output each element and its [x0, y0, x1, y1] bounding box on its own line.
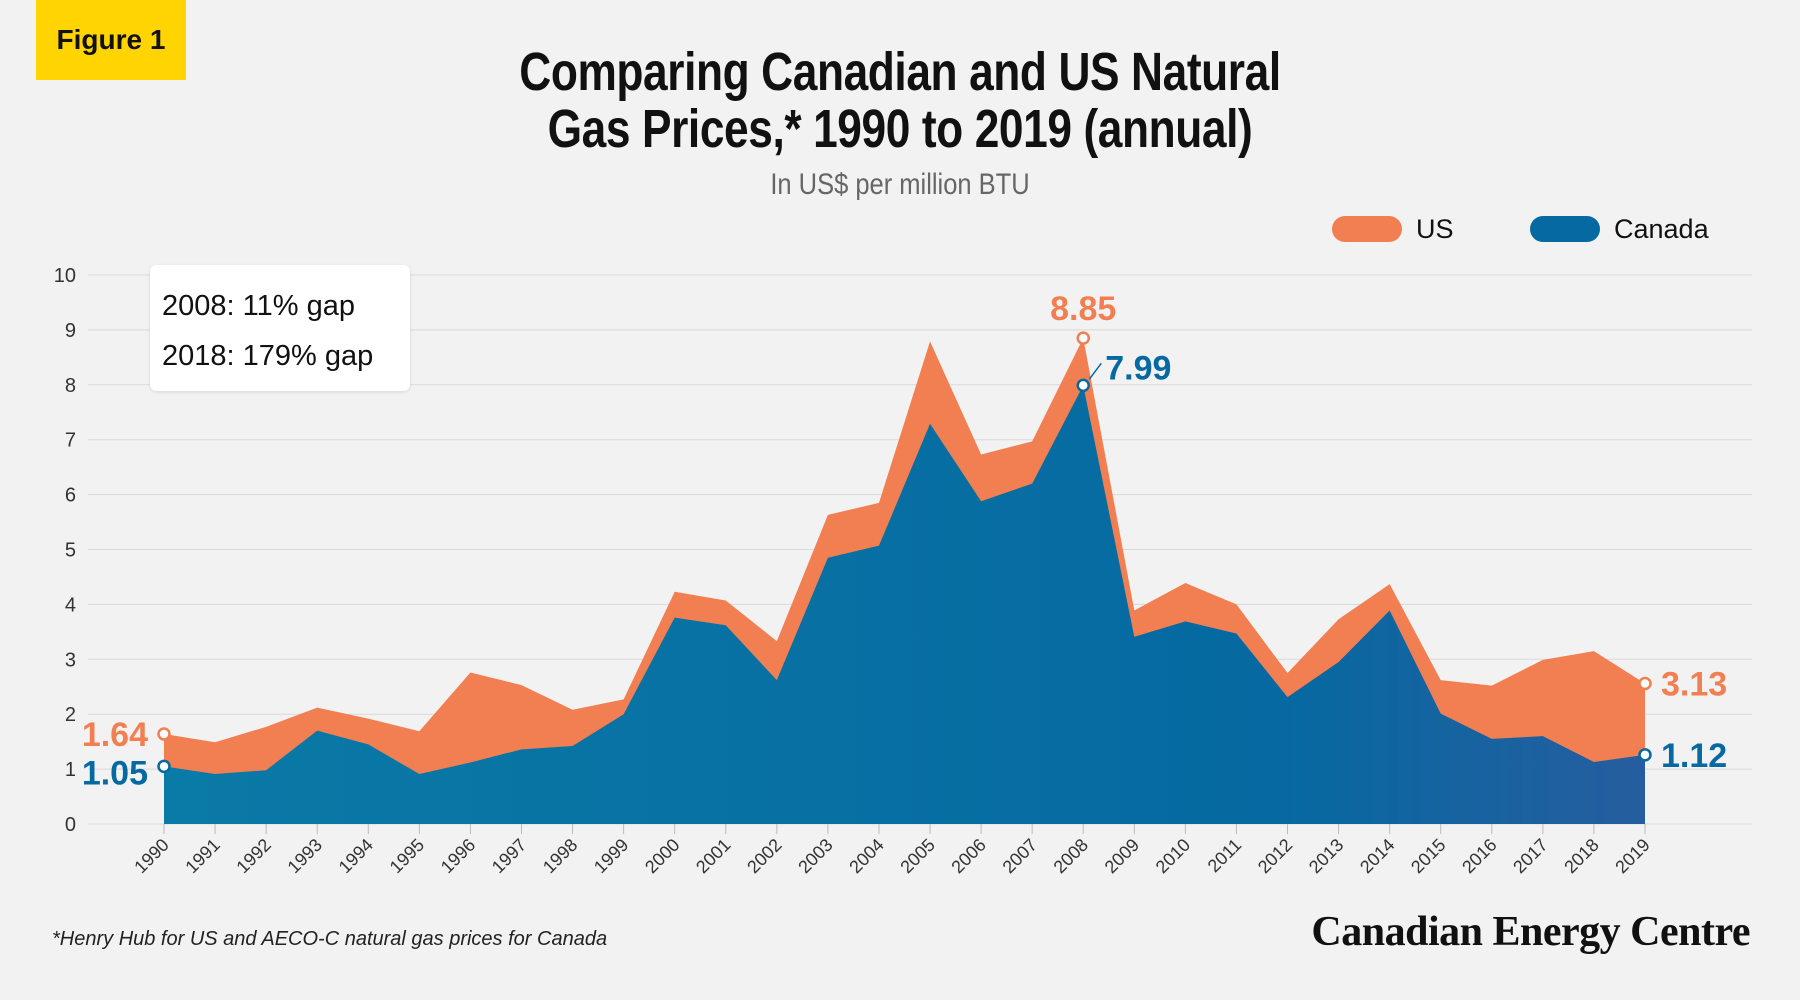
legend-item-canada: Canada	[1530, 214, 1709, 244]
x-tick-label: 2004	[845, 835, 887, 877]
y-tick-label: 1	[65, 759, 76, 781]
x-tick-label: 2018	[1560, 835, 1602, 877]
y-tick-label: 7	[65, 430, 76, 452]
y-tick-label: 9	[65, 320, 76, 342]
legend-label-canada: Canada	[1614, 213, 1709, 244]
marker-canada-1990	[157, 759, 171, 774]
chart-subtitle: In US$ per million BTU	[770, 168, 1030, 201]
chart-title-line-2: Gas Prices,* 1990 to 2019 (annual)	[547, 98, 1253, 159]
x-tick-label: 1999	[590, 835, 632, 877]
data-label-us-1990: 1.64	[82, 716, 148, 754]
x-tick-label: 2008	[1050, 835, 1092, 877]
footnote: *Henry Hub for US and AECO-C natural gas…	[52, 928, 608, 950]
x-tick-label: 1998	[539, 835, 581, 877]
x-tick-label: 1991	[181, 835, 223, 877]
x-tick-label: 2000	[641, 835, 683, 877]
x-tick-label: 2010	[1152, 835, 1194, 877]
chart-title-line-1: Comparing Canadian and US Natural	[519, 42, 1281, 102]
gap-2018-text: 2018: 179% gap	[162, 340, 374, 372]
marker-us-1990	[157, 727, 171, 741]
legend-item-us: US	[1332, 214, 1454, 244]
chart-title: Comparing Canadian and US Natural Gas Pr…	[162, 44, 1638, 157]
x-tick-label: 1990	[130, 835, 172, 877]
data-markers: 1.641.05 8.85 7.99 3.13 1.12	[82, 290, 1727, 792]
x-tick-label: 2017	[1509, 835, 1551, 877]
y-tick-label: 10	[54, 265, 76, 287]
y-tick-label: 5	[65, 540, 76, 562]
y-tick-label: 6	[65, 485, 76, 507]
legend-swatch-canada	[1530, 216, 1600, 242]
figure-badge: Figure 1	[36, 0, 186, 80]
marker-us-2008	[1076, 331, 1090, 345]
x-tick-label: 2002	[743, 835, 785, 877]
x-tick-label: 1997	[488, 835, 530, 877]
data-label-canada-1990: 1.05	[82, 754, 148, 792]
data-label-canada-2019: 1.12	[1661, 737, 1727, 775]
x-tick-label: 2001	[692, 835, 734, 877]
y-tick-label: 0	[65, 814, 76, 836]
x-tick-label: 2016	[1458, 835, 1500, 877]
x-tick-label: 1994	[335, 835, 377, 877]
data-label-us-2019: 3.13	[1661, 665, 1727, 703]
x-tick-label: 1995	[386, 835, 428, 877]
legend-swatch-us	[1332, 216, 1402, 242]
brand-logo-text: Canadian Energy Centre	[1311, 909, 1750, 955]
y-tick-label: 4	[65, 594, 76, 616]
x-tick-label: 2015	[1407, 835, 1449, 877]
x-tick-label: 2019	[1611, 835, 1653, 877]
area-canada	[164, 385, 1645, 824]
marker-canada-2008	[1076, 378, 1090, 393]
y-tick-label: 2	[65, 704, 76, 726]
gap-2008-text: 2008: 11% gap	[162, 290, 355, 322]
x-tick-label: 2006	[947, 835, 989, 877]
y-tick-label: 8	[65, 375, 76, 397]
marker-canada-2019	[1638, 748, 1652, 762]
data-label-us-2008: 8.85	[1050, 290, 1116, 328]
gap-callout-box: 2008: 11% gap 2018: 179% gap	[150, 265, 410, 391]
x-tick-label: 2007	[999, 835, 1041, 877]
x-tick-label: 2011	[1204, 835, 1246, 877]
x-tick-label: 2003	[794, 835, 836, 877]
marker-us-2019	[1638, 676, 1652, 691]
x-tick-label: 1993	[284, 835, 326, 877]
data-label-canada-2008: 7.99	[1105, 349, 1171, 387]
leader-line-canada-2008	[1088, 362, 1102, 380]
x-tick-label: 2012	[1254, 835, 1296, 877]
x-tick-label: 2014	[1356, 835, 1398, 877]
legend-label-us: US	[1416, 213, 1454, 244]
y-tick-label: 3	[65, 649, 76, 671]
x-tick-label: 2013	[1305, 835, 1347, 877]
x-tick-label: 2009	[1101, 835, 1143, 877]
x-tick-label: 1992	[233, 835, 275, 877]
data-areas	[164, 338, 1645, 824]
x-tick-label: 1996	[437, 835, 479, 877]
x-tick-label: 2005	[896, 835, 938, 877]
